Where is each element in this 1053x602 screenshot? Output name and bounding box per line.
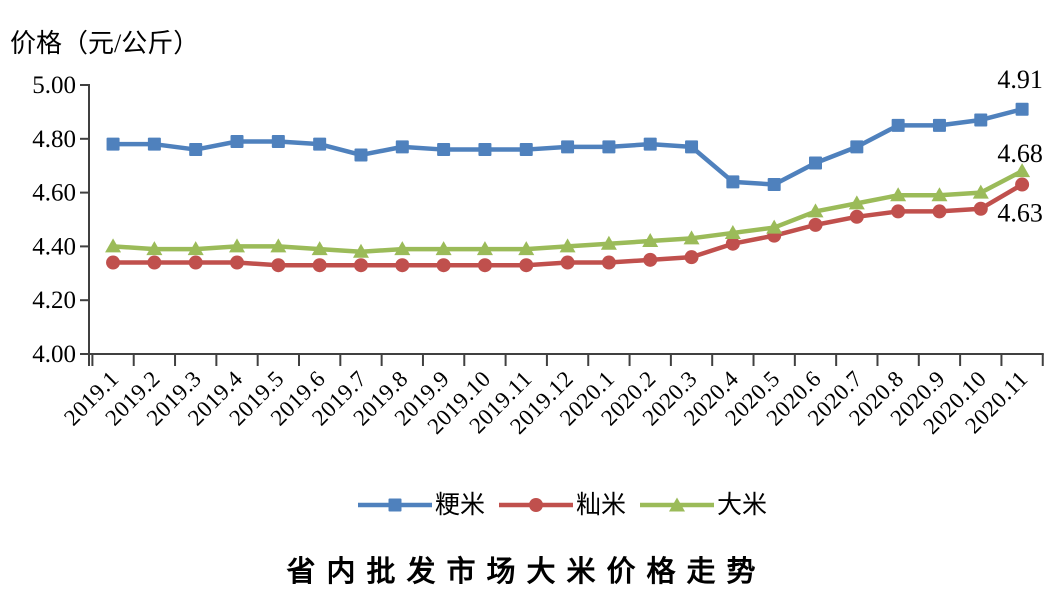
data-point-square [354, 148, 368, 162]
data-point-circle [808, 217, 823, 232]
data-label: 4.91 [997, 65, 1043, 94]
legend-marker-square-icon [357, 498, 432, 512]
series-plot [105, 102, 1031, 273]
data-point-circle [147, 255, 162, 270]
data-point-square [106, 137, 120, 151]
data-point-square [147, 137, 161, 151]
y-axis-title: 价格（元/公斤） [10, 29, 199, 58]
data-point-square [974, 113, 988, 127]
data-point-square [809, 156, 822, 170]
data-point-square [685, 140, 699, 154]
legend-item: 大米 [640, 493, 767, 518]
x-axis: 2019.12019.22019.32019.42019.52019.62019… [59, 353, 1044, 439]
data-point-circle [230, 255, 245, 270]
data-point-square [643, 137, 657, 151]
data-point-square [271, 134, 285, 148]
data-point-circle [643, 252, 658, 267]
data-point-square [395, 140, 409, 154]
data-point-circle [519, 258, 534, 273]
y-axis: 4.00 4.20 4.40 4.60 4.80 5.00 [32, 72, 90, 368]
data-label: 4.68 [997, 139, 1043, 168]
data-point-square [561, 140, 575, 154]
y-tick-label: 4.20 [32, 287, 76, 314]
data-point-square [726, 175, 740, 189]
y-tick-label: 4.80 [32, 126, 76, 153]
data-point-triangle [270, 238, 287, 253]
data-point-square [891, 118, 905, 132]
data-point-square [313, 137, 327, 151]
data-point-circle [684, 250, 699, 265]
data-point-circle [395, 258, 410, 273]
data-point-triangle [931, 187, 948, 202]
data-point-circle [849, 209, 864, 224]
data-point-circle [560, 255, 575, 270]
data-point-triangle [311, 241, 328, 256]
data-point-square [189, 143, 203, 157]
data-point-circle [725, 236, 740, 251]
y-tick-label: 4.40 [32, 233, 76, 260]
data-point-square [230, 134, 244, 148]
data-point-triangle [890, 187, 907, 202]
data-label: 4.63 [997, 199, 1043, 228]
data-point-circle [1015, 177, 1030, 192]
legend-label: 粳米 [434, 491, 485, 519]
data-point-circle [601, 255, 616, 270]
data-point-circle [312, 258, 327, 273]
data-point-triangle [642, 233, 659, 248]
data-point-triangle [766, 219, 783, 234]
data-point-square [767, 178, 781, 192]
data-point-circle [353, 258, 368, 273]
legend-label: 大米 [717, 491, 768, 519]
data-point-triangle [394, 241, 411, 256]
data-point-circle [271, 258, 286, 273]
data-point-triangle [683, 230, 700, 245]
data-point-square [1015, 102, 1029, 116]
data-point-triangle [848, 195, 865, 210]
data-point-square [850, 140, 864, 154]
data-point-triangle [724, 224, 741, 239]
legend-marker-triangle-icon [640, 497, 714, 512]
data-point-square [478, 143, 492, 157]
data-point-circle [436, 258, 451, 273]
legend-item: 籼米 [498, 491, 626, 519]
legend-label: 籼米 [575, 491, 626, 519]
data-point-triangle [559, 238, 576, 253]
data-point-circle [891, 204, 906, 219]
legend-marker-circle-icon [498, 498, 573, 512]
data-point-square [437, 143, 451, 157]
data-point-triangle [229, 238, 246, 253]
data-point-triangle [435, 241, 452, 256]
data-point-square [519, 143, 533, 157]
data-point-circle [477, 258, 492, 273]
data-point-triangle [972, 184, 989, 199]
data-point-triangle [476, 241, 493, 256]
data-point-square [602, 140, 616, 154]
data-point-triangle [807, 203, 824, 218]
data-point-circle [932, 204, 947, 219]
data-point-triangle [1014, 163, 1031, 178]
data-point-circle [973, 201, 988, 216]
data-point-square [932, 118, 946, 132]
data-point-triangle [187, 241, 204, 256]
data-point-triangle [352, 243, 369, 258]
legend-item: 粳米 [357, 491, 485, 519]
data-point-triangle [105, 238, 122, 253]
data-point-triangle [518, 241, 535, 256]
y-tick-label: 5.00 [32, 72, 76, 99]
data-labels: 4.91 4.68 4.63 [997, 65, 1043, 227]
chart-title: 省内批发市场大米价格走势 [286, 556, 767, 588]
data-point-triangle [146, 241, 163, 256]
y-tick-label: 4.00 [32, 341, 76, 368]
y-tick-label: 4.60 [32, 180, 76, 207]
data-point-triangle [600, 235, 617, 250]
data-point-circle [106, 255, 121, 270]
data-point-circle [188, 255, 203, 270]
legend: 粳米 籼米 大米 [0, 490, 1053, 520]
